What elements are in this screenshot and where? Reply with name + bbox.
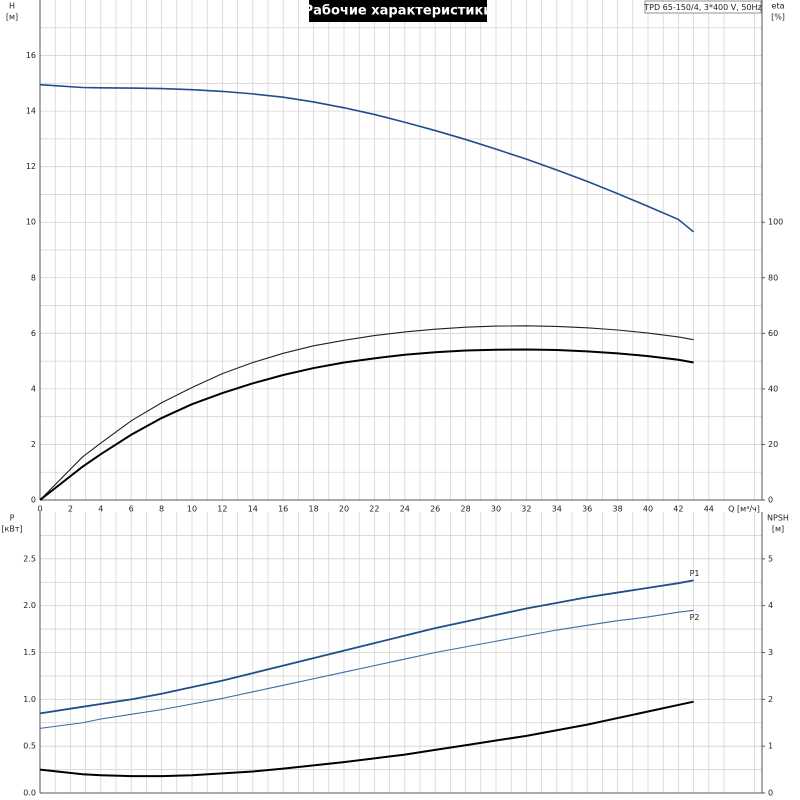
y-tick-label: 16 — [26, 51, 36, 60]
series-line — [39, 609, 694, 729]
y-tick-label: 0.5 — [23, 742, 36, 751]
y-tick-label: 2 — [31, 440, 36, 449]
x-tick-label: 42 — [673, 505, 683, 514]
y2-axis-unit: [%] — [771, 13, 785, 22]
y2-tick-label: 20 — [768, 440, 778, 449]
y-tick-label: 2.0 — [23, 601, 36, 610]
y2-tick-label: 3 — [768, 648, 773, 657]
y2-tick-label: 0 — [768, 496, 773, 505]
series-label: P1 — [690, 569, 700, 578]
x-tick-label: 16 — [278, 505, 288, 514]
y2-tick-label: 2 — [768, 695, 773, 704]
y-tick-label: 8 — [31, 273, 36, 282]
y-axis-unit: [кВт] — [1, 525, 22, 534]
x-tick-label: 8 — [159, 505, 164, 514]
y2-axis-unit: [м] — [772, 525, 784, 534]
y2-axis-label: NPSH — [767, 514, 789, 523]
x-tick-label: 14 — [248, 505, 258, 514]
y-tick-label: 10 — [26, 218, 36, 227]
series-line — [39, 579, 694, 715]
x-tick-label: 34 — [552, 505, 562, 514]
y-axis-unit: [м] — [6, 13, 18, 22]
y-tick-label: 6 — [31, 329, 36, 338]
y-tick-label: 12 — [26, 162, 36, 171]
y2-tick-label: 0 — [768, 789, 773, 798]
x-tick-label: 18 — [309, 505, 319, 514]
y2-tick-label: 1 — [768, 742, 773, 751]
y2-tick-label: 4 — [768, 601, 773, 610]
x-tick-label: 40 — [643, 505, 653, 514]
y2-axis-label: eta — [772, 2, 785, 11]
x-tick-label: 32 — [521, 505, 531, 514]
x-tick-label: 26 — [430, 505, 440, 514]
x-tick-label: 6 — [129, 505, 134, 514]
y-tick-label: 0.0 — [23, 789, 36, 798]
x-tick-label: 4 — [98, 505, 103, 514]
chart-title: Рабочие характеристики — [304, 4, 493, 19]
x-axis-label: Q [м³/ч] — [728, 505, 760, 514]
y-tick-label: 0 — [31, 496, 36, 505]
y-tick-label: 1.0 — [23, 695, 36, 704]
x-tick-label: 22 — [369, 505, 379, 514]
x-tick-label: 20 — [339, 505, 349, 514]
y-tick-label: 14 — [26, 107, 36, 116]
series-label: P2 — [690, 613, 700, 622]
x-tick-label: 12 — [217, 505, 227, 514]
y2-tick-label: 60 — [768, 329, 778, 338]
y2-tick-label: 100 — [768, 218, 783, 227]
x-tick-label: 30 — [491, 505, 501, 514]
x-tick-label: 10 — [187, 505, 197, 514]
x-tick-label: 38 — [613, 505, 623, 514]
y-tick-label: 4 — [31, 384, 36, 393]
x-tick-label: 2 — [68, 505, 73, 514]
model-label: TPD 65-150/4, 3*400 V, 50Hz — [643, 3, 761, 12]
x-tick-label: 24 — [400, 505, 410, 514]
series-line — [39, 700, 694, 778]
y-axis-label: H — [9, 2, 15, 11]
y-tick-label: 1.5 — [23, 648, 36, 657]
y-axis-label: P — [10, 514, 15, 523]
y2-tick-label: 5 — [768, 554, 773, 563]
y2-tick-label: 80 — [768, 273, 778, 282]
series-line — [39, 83, 695, 233]
series-line — [39, 325, 694, 501]
model-box — [644, 0, 762, 14]
x-tick-label: 0 — [37, 505, 42, 514]
x-tick-label: 44 — [704, 505, 714, 514]
y2-tick-label: 40 — [768, 384, 778, 393]
series-line — [39, 348, 694, 501]
y-tick-label: 2.5 — [23, 554, 36, 563]
x-tick-label: 28 — [461, 505, 471, 514]
x-tick-label: 36 — [582, 505, 592, 514]
title-box — [309, 0, 487, 22]
